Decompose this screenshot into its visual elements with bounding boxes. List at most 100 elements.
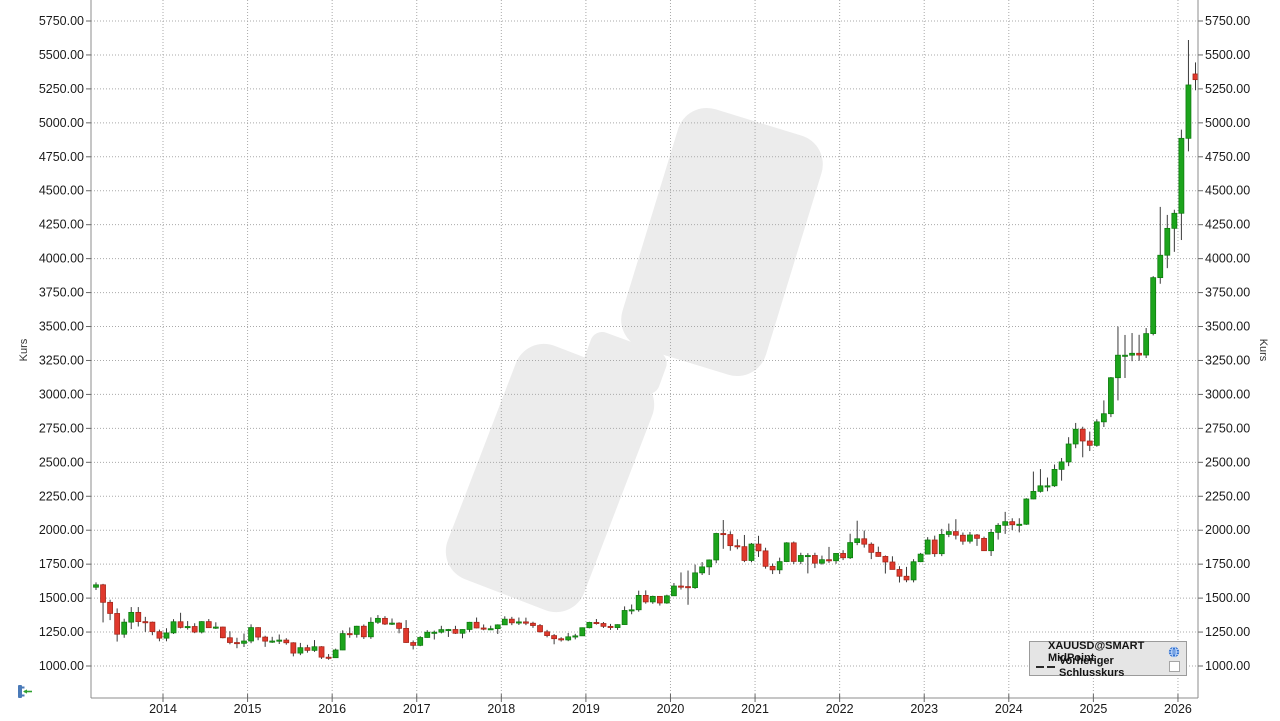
candle[interactable] — [699, 562, 706, 576]
candle[interactable] — [790, 541, 797, 565]
candle[interactable] — [367, 617, 374, 639]
candle[interactable] — [1086, 431, 1093, 452]
candle[interactable] — [142, 616, 149, 632]
candle[interactable] — [854, 520, 861, 546]
candle[interactable] — [924, 537, 931, 555]
legend-checkbox[interactable] — [1169, 661, 1180, 672]
candle[interactable] — [537, 624, 543, 633]
chart-tool-icon[interactable] — [16, 684, 34, 700]
candle[interactable] — [635, 590, 642, 612]
candle[interactable] — [1122, 334, 1128, 378]
legend-box[interactable]: XAUUSD@SMART MidPoint Vorheriger Schluss… — [1029, 640, 1187, 679]
candle[interactable] — [163, 628, 170, 642]
candle[interactable] — [551, 634, 557, 645]
candle[interactable] — [1051, 464, 1058, 487]
candle[interactable] — [1072, 422, 1079, 449]
candle[interactable] — [438, 625, 445, 634]
candle[interactable] — [508, 616, 515, 626]
candle[interactable] — [614, 624, 621, 630]
candle[interactable] — [255, 627, 261, 641]
candle[interactable] — [107, 599, 113, 621]
candle[interactable] — [1164, 214, 1171, 269]
candle[interactable] — [960, 532, 966, 545]
candle[interactable] — [1023, 498, 1030, 525]
candle[interactable] — [741, 534, 748, 563]
candle[interactable] — [974, 534, 980, 546]
candle[interactable] — [424, 630, 431, 638]
candle[interactable] — [678, 572, 684, 590]
candle[interactable] — [283, 638, 290, 645]
candle[interactable] — [783, 542, 790, 563]
candle[interactable] — [276, 634, 283, 645]
candle[interactable] — [833, 553, 839, 564]
candle[interactable] — [353, 625, 360, 638]
candle[interactable] — [713, 532, 720, 564]
candle[interactable] — [868, 542, 875, 560]
candle[interactable] — [177, 612, 184, 629]
candle[interactable] — [297, 642, 304, 656]
candle[interactable] — [339, 630, 346, 651]
candle[interactable] — [720, 520, 727, 549]
candle[interactable] — [931, 535, 938, 557]
candle[interactable] — [797, 552, 804, 565]
candle[interactable] — [1079, 426, 1086, 458]
candle[interactable] — [812, 552, 818, 569]
candle[interactable] — [480, 624, 487, 631]
candle[interactable] — [487, 625, 494, 631]
candle[interactable] — [304, 644, 311, 653]
candle[interactable] — [1178, 129, 1185, 241]
candle[interactable] — [579, 627, 586, 637]
candle[interactable] — [121, 618, 128, 638]
candle[interactable] — [184, 621, 191, 630]
candle[interactable] — [706, 559, 713, 576]
candle[interactable] — [135, 607, 142, 627]
candle[interactable] — [269, 636, 276, 643]
candle[interactable] — [1058, 457, 1065, 481]
candle[interactable] — [375, 615, 381, 624]
candle[interactable] — [685, 570, 691, 605]
candle[interactable] — [1037, 469, 1044, 493]
candle[interactable] — [1044, 477, 1051, 492]
candle[interactable] — [459, 629, 466, 639]
candle[interactable] — [212, 622, 219, 629]
candle[interactable] — [403, 620, 409, 643]
candle[interactable] — [544, 629, 550, 638]
candle[interactable] — [628, 604, 635, 615]
candle[interactable] — [1002, 511, 1009, 534]
candle[interactable] — [219, 626, 226, 639]
candle[interactable] — [664, 594, 670, 604]
candle[interactable] — [170, 619, 177, 634]
candle[interactable] — [156, 629, 163, 642]
candle[interactable] — [1016, 518, 1023, 533]
candle[interactable] — [1143, 328, 1150, 359]
candle[interactable] — [1065, 437, 1072, 467]
candle[interactable] — [100, 583, 106, 623]
candle[interactable] — [523, 617, 529, 626]
candle[interactable] — [389, 618, 395, 625]
candle[interactable] — [410, 640, 417, 650]
candle[interactable] — [727, 531, 734, 551]
candle[interactable] — [917, 552, 924, 563]
candle[interactable] — [1115, 326, 1121, 401]
candle[interactable] — [1030, 471, 1037, 500]
candle[interactable] — [910, 559, 917, 583]
candle[interactable] — [198, 621, 205, 634]
candle[interactable] — [445, 628, 452, 637]
candle[interactable] — [952, 519, 959, 540]
candle[interactable] — [205, 619, 212, 629]
chart-plot-area[interactable] — [91, 0, 1198, 698]
candle[interactable] — [565, 633, 572, 642]
candle[interactable] — [889, 556, 896, 570]
candle[interactable] — [804, 553, 811, 574]
candle[interactable] — [656, 595, 663, 606]
candle[interactable] — [896, 566, 903, 583]
candle[interactable] — [981, 536, 987, 552]
candle[interactable] — [346, 627, 353, 638]
candle[interactable] — [840, 550, 846, 561]
candle[interactable] — [748, 542, 755, 563]
candle[interactable] — [530, 621, 536, 628]
candle[interactable] — [149, 621, 156, 636]
candle[interactable] — [191, 623, 198, 634]
candle[interactable] — [360, 624, 367, 639]
candle[interactable] — [882, 555, 889, 574]
